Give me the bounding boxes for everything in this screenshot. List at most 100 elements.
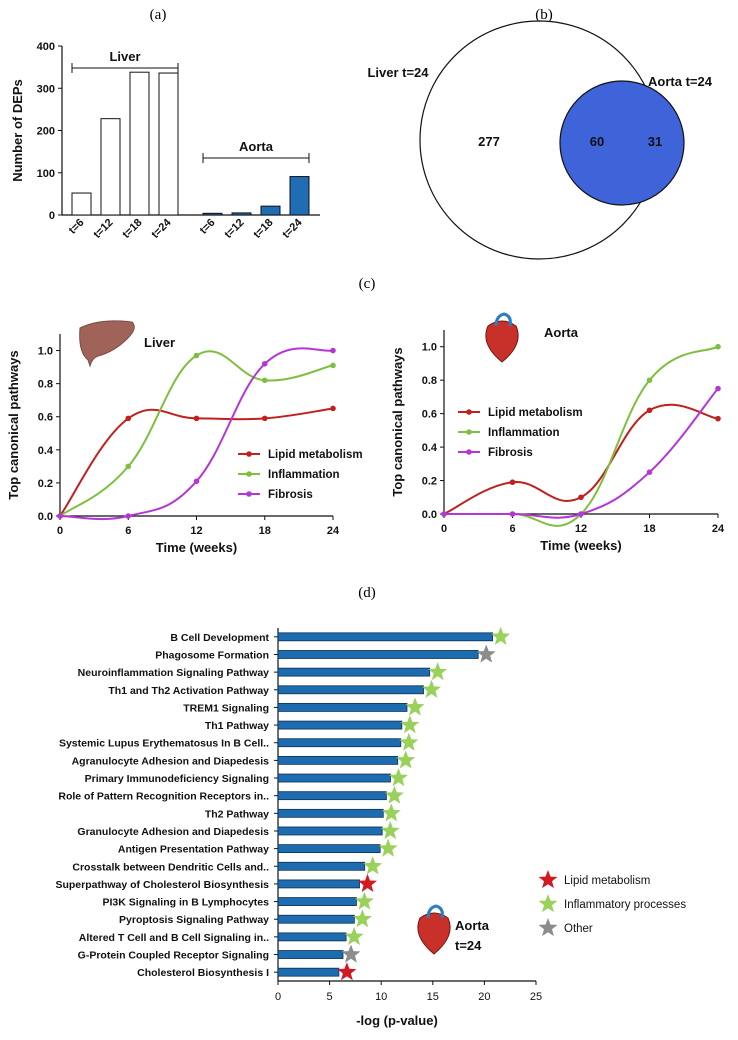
pathway-label: Superpathway of Cholesterol Biosynthesis — [55, 879, 269, 891]
venn-set-label-aorta: Aorta t=24 — [648, 74, 713, 89]
pathway-label: Th1 Pathway — [205, 720, 269, 732]
star-other-icon — [341, 944, 361, 963]
pathway-bar — [277, 685, 424, 695]
pathway-label: G-Protein Coupled Receptor Signaling — [78, 950, 269, 962]
x-tick-label: 6 — [125, 525, 131, 537]
pathway-bar — [277, 632, 494, 642]
y-tick-label: 0.8 — [38, 379, 53, 391]
data-point — [193, 415, 200, 422]
data-point — [125, 415, 132, 422]
data-point — [715, 415, 721, 422]
data-point — [646, 469, 653, 475]
pathway-label: Crosstalk between Dendritic Cells and.. — [72, 861, 269, 873]
pathway-bar — [277, 808, 384, 818]
venn-circle-aorta — [559, 80, 685, 206]
x-tick-label: 24 — [327, 525, 340, 537]
data-point — [57, 513, 63, 519]
x-axis-title: -log (p-value) — [356, 1013, 438, 1028]
data-point — [261, 415, 268, 422]
legend-label: Fibrosis — [488, 447, 533, 459]
x-tick-label: 0 — [57, 525, 63, 537]
x-tick-label: 0 — [275, 991, 281, 1003]
star-inflammatory-icon — [352, 909, 372, 928]
data-point — [646, 407, 653, 414]
pathway-bar — [277, 879, 360, 889]
x-tick-label: t=12 — [222, 217, 246, 241]
x-tick-label: 25 — [530, 991, 542, 1003]
venn-count-aorta-only: 31 — [648, 134, 662, 149]
x-tick-label: t=18 — [120, 217, 144, 241]
star-inflammatory-icon — [428, 662, 448, 681]
pathway-bar — [277, 932, 347, 942]
data-point — [715, 343, 721, 350]
star-lipid-icon — [337, 962, 357, 981]
chart-d-pathways: 0 5 10 15 20 25 -log (p-value) B Cell Developme… — [55, 626, 686, 1028]
bar-aorta — [289, 176, 310, 216]
x-axis-title: Time (weeks) — [540, 538, 621, 553]
star-inflammatory-icon — [344, 926, 364, 945]
legend-marker — [246, 491, 252, 497]
x-tick-label: 12 — [575, 523, 587, 535]
data-point — [261, 377, 268, 384]
legend-label: Lipid metabolism — [488, 407, 583, 419]
bar-liver — [100, 118, 121, 216]
group-label-aorta: Aorta — [239, 139, 274, 154]
x-tick-label: 18 — [259, 525, 271, 537]
group-label-liver: Liver — [109, 49, 140, 64]
legend-label: Inflammatory processes — [564, 899, 686, 911]
x-tick-label: 10 — [375, 991, 387, 1003]
bar-aorta — [202, 212, 223, 216]
pathway-label: Cholesterol Biosynthesis I — [137, 967, 269, 979]
series-line-fibrosis — [59, 347, 334, 521]
pathway-bar — [277, 967, 340, 977]
pathway-label: Primary Immunodeficiency Signaling — [85, 773, 269, 785]
panel-label-a: (a) — [150, 7, 167, 23]
panel-label-b: (b) — [535, 7, 553, 23]
data-point — [330, 362, 336, 369]
data-point — [261, 360, 268, 367]
pathway-bar — [277, 950, 344, 959]
x-axis-title: Time (weeks) — [156, 540, 237, 555]
y-tick-label: 0.2 — [38, 478, 53, 490]
pathway-label: Granulocyte Adhesion and Diapedesis — [77, 826, 269, 838]
legend-marker — [466, 429, 472, 435]
star-inflammatory-icon — [422, 679, 441, 698]
legend-marker — [466, 409, 472, 415]
y-tick-label: 0.0 — [38, 511, 53, 523]
annotation-organ: Aorta — [455, 918, 490, 933]
pathway-label: Th2 Pathway — [205, 808, 269, 820]
y-tick-label: 1.0 — [422, 342, 437, 354]
y-tick-label: 300 — [37, 83, 55, 95]
x-tick-label: 5 — [327, 991, 333, 1003]
x-tick-label: 6 — [509, 523, 515, 535]
data-point — [193, 478, 200, 485]
star-inflammatory-icon — [378, 838, 398, 857]
x-tick-label: 0 — [441, 523, 447, 535]
chart-c-liver-lines: 0.0 0.2 0.4 0.6 0.8 1.0 0 6 12 18 24 Time (weeks) To… — [6, 320, 363, 555]
star-inflammatory-icon — [384, 785, 404, 804]
data-point — [193, 352, 200, 359]
data-point — [715, 385, 721, 392]
x-tick-label: 12 — [190, 525, 202, 537]
liver-icon — [79, 320, 135, 368]
legend-star-lipid-icon — [538, 870, 558, 889]
legend-marker — [466, 449, 472, 455]
pathway-label: Th1 and Th2 Activation Pathway — [108, 685, 269, 697]
pathway-label: Neuroinflammation Signaling Pathway — [78, 667, 270, 679]
legend-star-inflammatory-icon — [538, 894, 558, 913]
venn-set-label-liver: Liver t=24 — [367, 65, 429, 80]
legend-marker — [246, 471, 252, 477]
data-point — [646, 377, 653, 383]
bar-aorta — [260, 205, 281, 216]
pathway-label: PI3K Signaling in B Lymphocytes — [103, 897, 270, 909]
pathway-bar — [277, 773, 391, 783]
venn-count-liver-only: 277 — [478, 134, 500, 149]
x-tick-label: 15 — [427, 991, 439, 1003]
pathway-label: Altered T Cell and B Cell Signaling in.. — [79, 932, 269, 944]
pathway-bar — [277, 720, 403, 730]
pathway-label: Role of Pattern Recognition Receptors in… — [58, 791, 269, 803]
data-point — [578, 511, 584, 517]
y-tick-label: 0.4 — [38, 445, 54, 457]
pathway-bar — [277, 791, 387, 801]
bar-liver — [158, 72, 179, 216]
